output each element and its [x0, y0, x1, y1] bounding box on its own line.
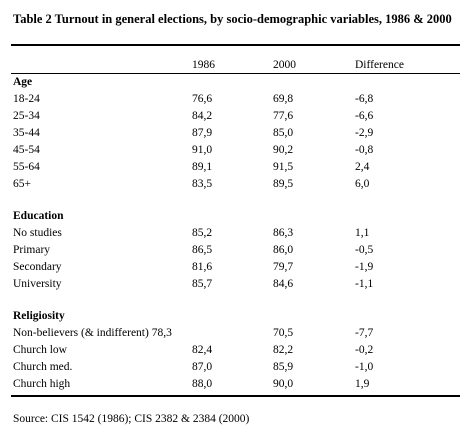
table-row: 45-54 91,0 90,2 -0,8: [13, 144, 374, 156]
header-row: 1986 2000 Difference: [13, 57, 460, 74]
table-row: 55-64 89,1 91,5 2,4: [13, 161, 370, 173]
table-row: No studies 85,2 86,3 1,1: [13, 227, 370, 239]
section-heading-age: Age: [13, 76, 33, 88]
table-row: Church high 88,0 90,0 1,9: [13, 378, 370, 390]
bottom-rule: [11, 395, 460, 397]
header-1986: 1986: [192, 59, 215, 71]
table-row: University 85,7 84,6 -1,1: [13, 278, 374, 290]
section-heading-religiosity: Religiosity: [13, 310, 65, 322]
section-heading-education: Education: [13, 210, 64, 222]
table-row: 35-44 87,9 85,0 -2,9: [13, 127, 374, 139]
table-row: Primary 86,5 86,0 -0,5: [13, 244, 374, 256]
table-row: Non-believers (& indifferent) 78,3 70,5 -7…: [13, 327, 374, 339]
table-title: Table 2 Turnout in general elections, by…: [13, 12, 452, 26]
table-row: Church med. 87,0 85,9 -1,0: [13, 361, 374, 373]
table-row: 25-34 84,2 77,6 -6,6: [13, 110, 374, 122]
table-row: 65+ 83,5 89,5 6,0: [13, 178, 370, 190]
table-row: Secondary 81,6 79,7 -1,9: [13, 261, 374, 273]
top-rule: [11, 44, 460, 46]
header-2000: 2000: [273, 59, 296, 71]
header-rule: [11, 73, 460, 74]
source-note: Source: CIS 1542 (1986); CIS 2382 & 2384…: [13, 413, 250, 425]
table-row: 18-24 76,6 69,8 -6,8: [13, 93, 374, 105]
header-difference: Difference: [355, 59, 404, 71]
table-row: Church low 82,4 82,2 -0,2: [13, 344, 374, 356]
